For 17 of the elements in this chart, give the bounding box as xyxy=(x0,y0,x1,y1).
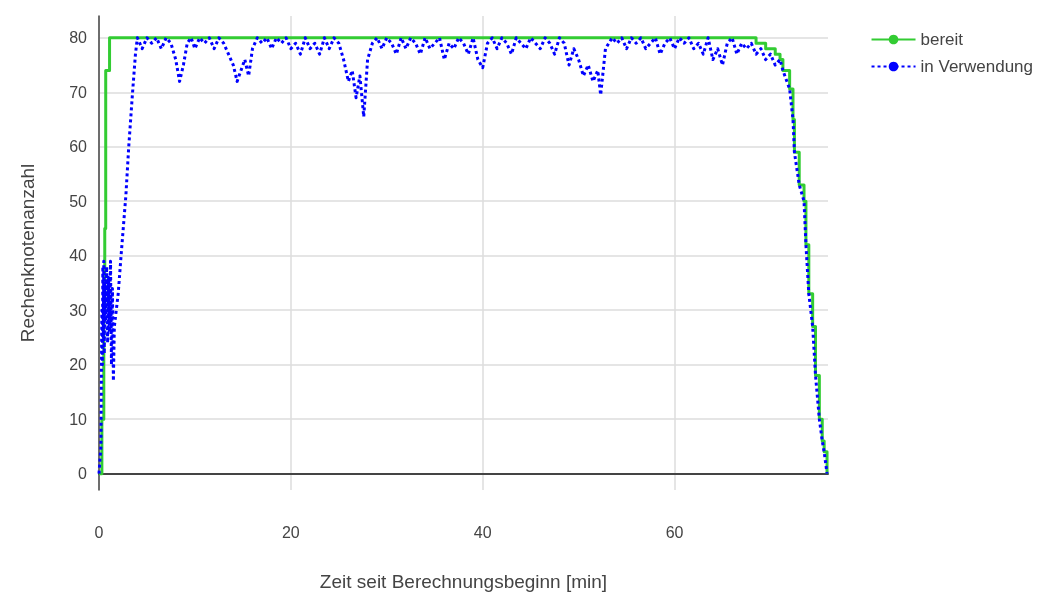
y-axis-title: Rechenknotenanzahl xyxy=(17,163,38,343)
x-tick-label: 0 xyxy=(94,523,104,541)
x-tick-label: 40 xyxy=(473,523,492,541)
y-tick-label: 40 xyxy=(69,247,88,265)
x-tick-label: 60 xyxy=(665,523,684,541)
y-tick-label: 0 xyxy=(78,465,88,483)
legend-label: bereit xyxy=(920,30,964,49)
x-axis-title: Zeit seit Berechnungsbeginn [min] xyxy=(319,571,608,592)
y-tick-label: 70 xyxy=(69,83,88,101)
x-tick-label: 20 xyxy=(281,523,300,541)
y-tick-label: 10 xyxy=(69,410,88,428)
y-tick-label: 60 xyxy=(69,138,88,156)
y-tick-label: 30 xyxy=(69,301,88,319)
y-tick-label: 50 xyxy=(69,192,88,210)
y-tick-label: 80 xyxy=(69,29,88,47)
y-tick-label: 20 xyxy=(69,356,88,374)
legend-label: in Verwendung xyxy=(920,57,1034,76)
